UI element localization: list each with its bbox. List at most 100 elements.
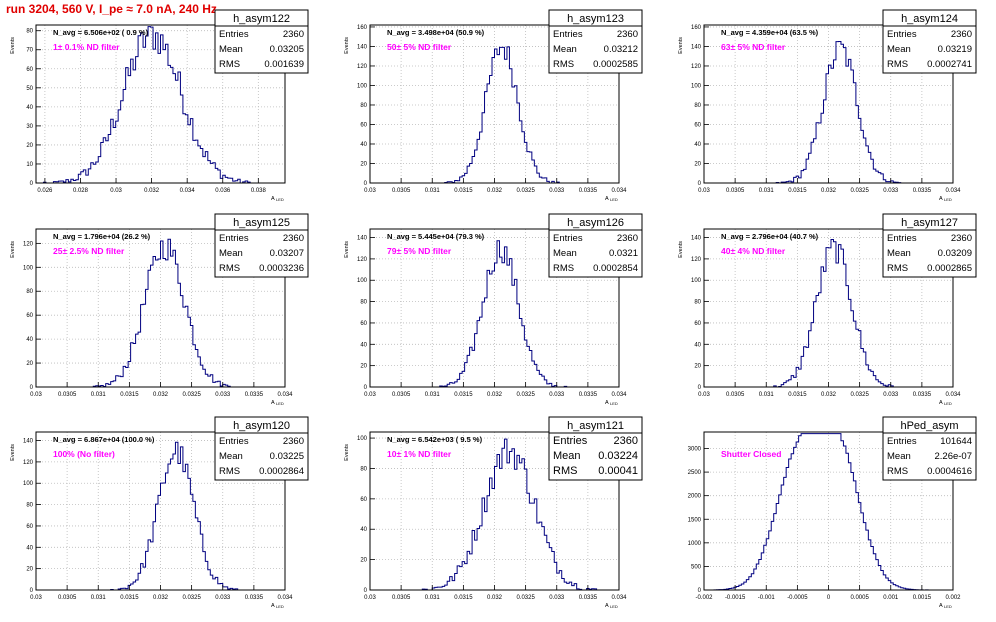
y-tick-label: 50	[26, 86, 33, 92]
stats-key: Mean	[553, 248, 577, 259]
stats-value: 2360	[617, 233, 638, 244]
x-tick-label: 0.0325	[516, 188, 535, 194]
x-tick-label: 0.034	[611, 392, 627, 398]
x-tick-label: 0.033	[883, 392, 899, 398]
y-tick-label: 80	[694, 103, 701, 109]
x-tick-label: 0.034	[611, 595, 627, 601]
x-tick-label: -0.001	[758, 595, 776, 601]
x-tick-label: 0.036	[215, 188, 231, 194]
y-tick-label: 20	[360, 161, 367, 167]
navg-label: N_avg = 6.506e+02 ( 0.9 %)	[53, 28, 149, 37]
stats-value: 0.0002854	[593, 263, 638, 274]
x-tick-label: 0.0325	[182, 595, 201, 601]
x-tick-label: 0.034	[945, 392, 961, 398]
y-tick-label: 60	[26, 67, 33, 73]
x-tick-label: 0.03	[364, 188, 376, 194]
y-axis-label: Events	[678, 37, 684, 54]
x-axis-label-sub: LED	[276, 401, 284, 406]
y-tick-label: 60	[26, 313, 33, 319]
x-tick-label: 0.026	[37, 188, 53, 194]
y-tick-label: 80	[360, 103, 367, 109]
stats-key: Entries	[553, 29, 583, 40]
y-tick-label: 40	[360, 342, 367, 348]
stats-value: 0.03205	[270, 44, 304, 55]
stats-value: 0.03219	[938, 44, 972, 55]
stats-value: 0.0321	[609, 248, 638, 259]
y-tick-label: 60	[360, 321, 367, 327]
x-tick-label: 0.032	[487, 188, 503, 194]
histogram-h_asym125: 0.03 0.0305 0.031 0.0315 0.032 0.0325 0.033 0.0…	[10, 213, 309, 406]
stats-key: Entries	[887, 233, 917, 244]
x-tick-label: 0.0005	[850, 595, 869, 601]
x-tick-label: 0.032	[487, 595, 503, 601]
x-tick-label: 0.032	[821, 188, 837, 194]
x-tick-label: 0.0305	[726, 188, 745, 194]
stats-key: RMS	[887, 59, 908, 70]
y-tick-label: 20	[694, 364, 701, 370]
stats-value: 0.001639	[264, 59, 304, 70]
y-tick-label: 100	[691, 278, 702, 284]
y-tick-label: 1500	[688, 517, 702, 523]
stats-value: 2360	[283, 233, 304, 244]
navg-label: N_avg = 6.867e+04 (100.0 %)	[53, 435, 155, 444]
y-tick-label: 120	[691, 257, 702, 263]
x-tick-label: 0.034	[611, 188, 627, 194]
filter-label: Shutter Closed	[721, 449, 781, 459]
page-title: run 3204, 560 V, I_pe ≈ 7.0 nA, 240 Hz	[6, 2, 217, 16]
x-tick-label: 0.002	[945, 595, 961, 601]
x-tick-label: 0.031	[425, 188, 441, 194]
y-tick-label: 80	[360, 300, 367, 306]
stats-box	[214, 9, 309, 74]
x-axis-label-sub: LED	[944, 604, 952, 609]
x-tick-label: 0.03	[364, 595, 376, 601]
x-axis-label: A	[271, 603, 275, 609]
histogram-bars	[36, 26, 285, 184]
histogram-h_asym123: 0.03 0.0305 0.031 0.0315 0.032 0.0325 0.033 0.0…	[344, 9, 643, 202]
y-tick-label: 40	[26, 545, 33, 551]
x-tick-label: 0.0325	[516, 392, 535, 398]
y-tick-label: 160	[691, 25, 702, 31]
y-tick-label: 0	[698, 181, 702, 187]
x-tick-label: 0.033	[549, 392, 565, 398]
y-tick-label: 40	[360, 527, 367, 533]
y-axis-label: Events	[10, 241, 16, 258]
y-tick-label: 100	[357, 83, 368, 89]
x-tick-label: 0.0315	[788, 392, 807, 398]
x-tick-label: 0.034	[277, 595, 293, 601]
x-tick-label: 0.001	[883, 595, 899, 601]
stats-key: RMS	[219, 59, 240, 70]
x-tick-label: -0.0005	[787, 595, 808, 601]
x-tick-label: 0.03	[110, 188, 122, 194]
x-tick-label: 0.0315	[120, 595, 139, 601]
x-tick-label: -0.002	[695, 595, 713, 601]
stats-key: Mean	[219, 248, 243, 259]
y-tick-label: 40	[360, 142, 367, 148]
y-tick-label: 60	[694, 122, 701, 128]
navg-label: N_avg = 3.498e+04 (50.9 %)	[387, 28, 485, 37]
filter-label: 79± 5% ND filter	[387, 246, 452, 256]
y-tick-label: 120	[23, 460, 34, 466]
y-tick-label: 40	[26, 337, 33, 343]
navg-label: N_avg = 5.445e+04 (79.3 %)	[387, 232, 485, 241]
x-tick-label: 0.038	[251, 188, 267, 194]
x-axis-label: A	[939, 400, 943, 406]
y-tick-label: 40	[694, 142, 701, 148]
x-axis-label-sub: LED	[610, 604, 618, 609]
x-axis-label: A	[605, 400, 609, 406]
filter-label: 50± 5% ND filter	[387, 42, 452, 52]
stats-key: Mean	[553, 450, 581, 462]
stats-value: 0.03212	[604, 44, 638, 55]
stats-box	[548, 213, 643, 278]
y-tick-label: 20	[26, 567, 33, 573]
y-tick-label: 0	[364, 588, 368, 594]
filter-label: 10± 1% ND filter	[387, 449, 452, 459]
y-axis-label: Events	[678, 241, 684, 258]
stats-value: 0.0002741	[927, 59, 972, 70]
x-axis-label-sub: LED	[944, 197, 952, 202]
stats-value: 0.00041	[598, 465, 638, 477]
stats-key: Mean	[553, 44, 577, 55]
histogram-h_asym127: 0.03 0.0305 0.031 0.0315 0.032 0.0325 0.033 0.0…	[678, 213, 977, 406]
stats-value: 2360	[283, 29, 304, 40]
stats-title: h_asym127	[901, 217, 958, 229]
y-tick-label: 100	[691, 83, 702, 89]
